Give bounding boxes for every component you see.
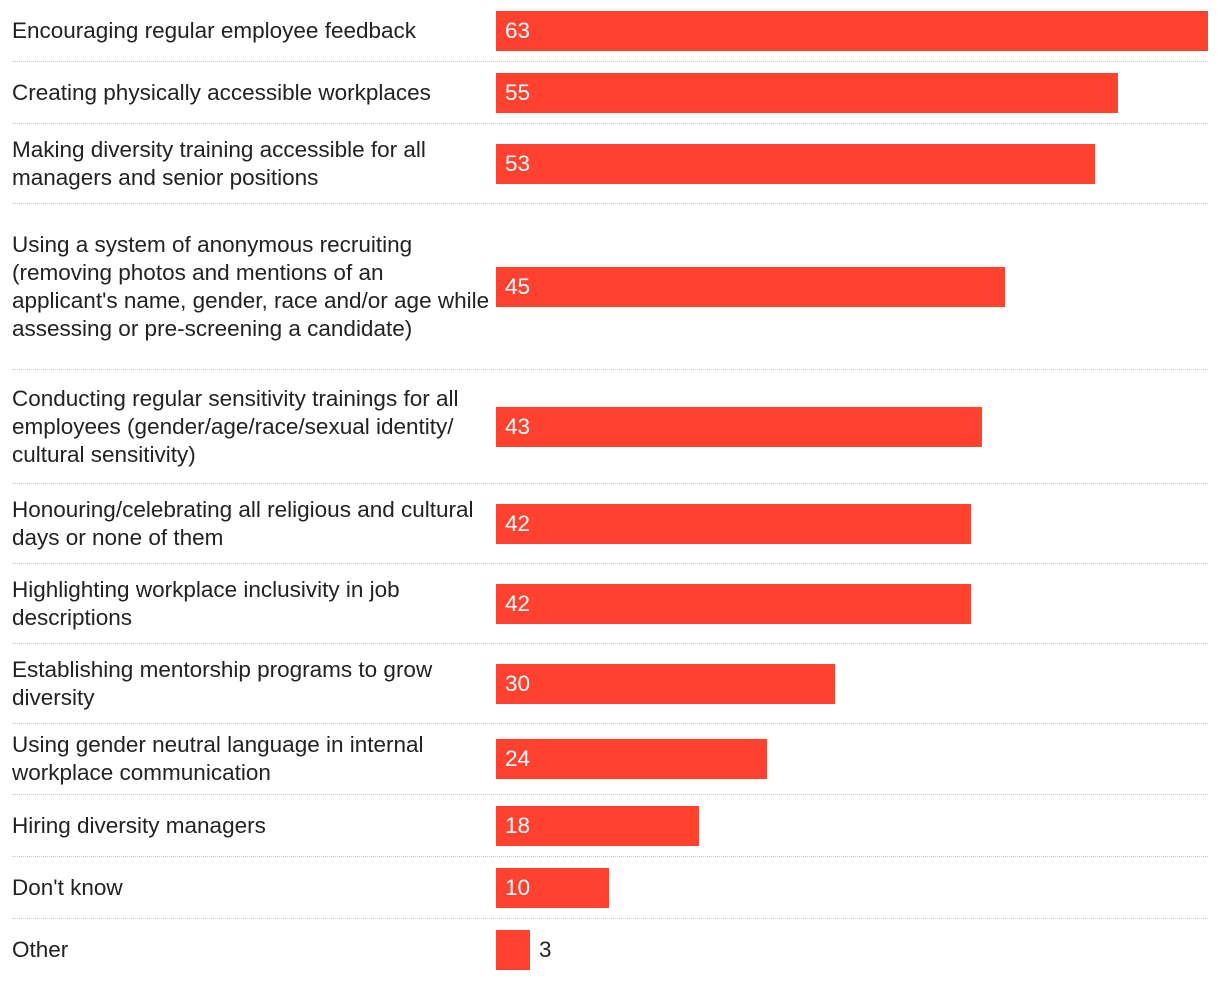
value-label: 63 [505, 18, 531, 43]
row-divider [12, 918, 1208, 919]
value-label: 55 [505, 80, 531, 105]
bar [496, 267, 1005, 307]
category-label: Highlighting workplace inclusivity in jo… [12, 576, 400, 630]
bar [496, 739, 767, 779]
row-divider [12, 123, 1208, 124]
row-divider [12, 203, 1208, 204]
category-label: Creating physically accessible workplace… [12, 79, 431, 105]
category-label: Honouring/celebrating all religious and … [12, 496, 474, 550]
category-label: Establishing mentorship programs to grow… [12, 656, 433, 710]
value-label: 42 [505, 511, 531, 536]
bar [496, 504, 971, 544]
row-divider [12, 369, 1208, 370]
bar [496, 407, 982, 447]
row-divider [12, 723, 1208, 724]
category-label: Hiring diversity managers [12, 812, 266, 838]
bar [496, 73, 1118, 113]
bar [496, 584, 971, 624]
bar [496, 664, 835, 704]
bar [496, 806, 699, 846]
value-label: 42 [505, 591, 531, 616]
bar [496, 930, 530, 970]
category-label: Other [12, 936, 69, 962]
row-divider [12, 61, 1208, 62]
bar [496, 11, 1208, 51]
category-label: Don't know [12, 874, 123, 900]
value-label: 10 [505, 875, 531, 900]
value-label: 3 [539, 937, 552, 962]
category-label: Making diversity training accessible for… [12, 136, 426, 190]
category-label: Encouraging regular employee feedback [12, 17, 417, 43]
category-label: Conducting regular sensitivity trainings… [12, 385, 459, 467]
row-divider [12, 563, 1208, 564]
category-label: Using gender neutral language in interna… [12, 732, 424, 785]
category-label: Using a system of anonymous recruiting (… [12, 231, 490, 341]
value-label: 18 [505, 813, 531, 838]
row-divider [12, 483, 1208, 484]
row-divider [12, 643, 1208, 644]
value-label: 30 [505, 671, 531, 696]
value-label: 43 [505, 414, 531, 439]
row-divider [12, 794, 1208, 795]
row-divider [12, 856, 1208, 857]
value-label: 24 [505, 746, 531, 771]
value-label: 45 [505, 274, 531, 299]
bar [496, 868, 609, 908]
bar [496, 144, 1095, 184]
value-label: 53 [505, 151, 531, 176]
